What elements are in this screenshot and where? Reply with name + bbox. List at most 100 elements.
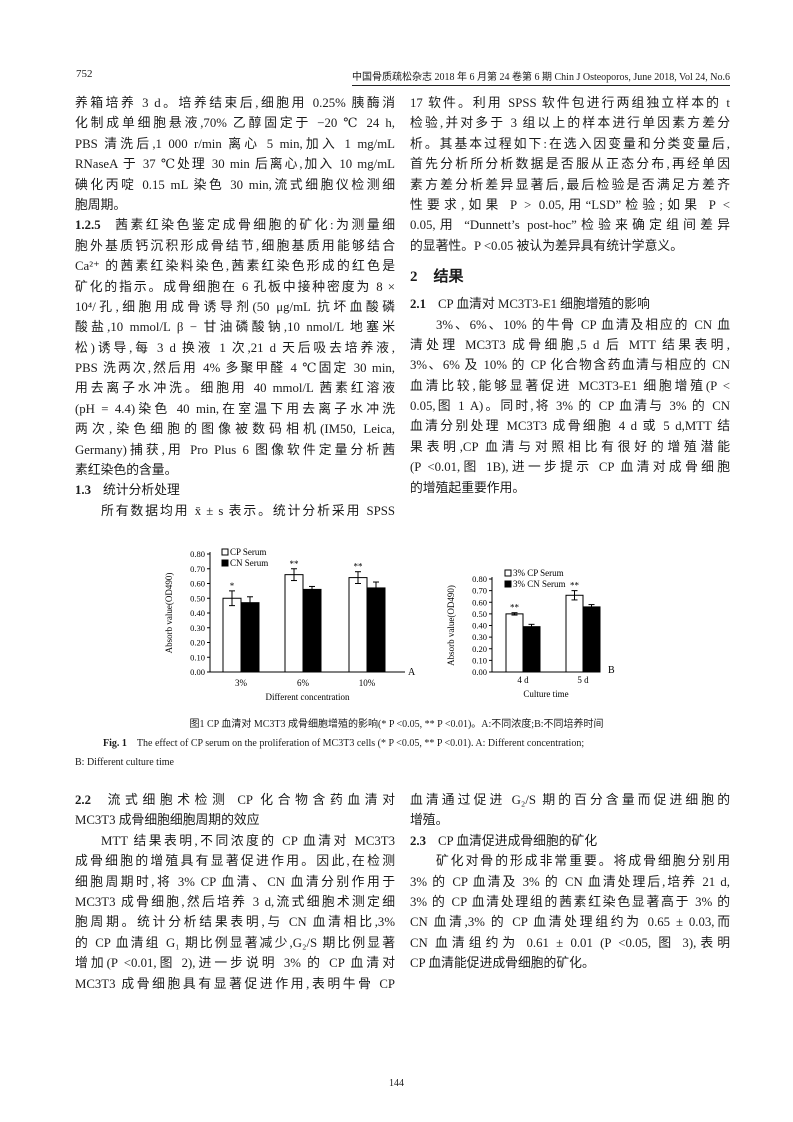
line-text: (pH = 4.4)染色 40 min,在室温下用去离子水冲洗 (75, 401, 395, 416)
x-tick-label: 5 d (577, 675, 589, 685)
line-text: 用去离子水冲洗。细胞用 40 mmol/L 茜素红溶液 (75, 381, 395, 396)
line-text: 检验,并对多于 3 组以上的样本进行单因素方差分 (410, 116, 730, 131)
x-tick-label: 10% (359, 678, 376, 688)
panel-label: A (408, 667, 416, 678)
text-line: 两次,染色细胞的图像被数码相机(IM50, Leica, (75, 419, 395, 439)
text-line: 的增殖起重要作用。 (410, 478, 730, 498)
line-text: MC3T3 成骨细胞具有显著促进作用,表明牛骨 CP (75, 976, 395, 991)
line-text: 血清比较,能够显著促进 MC3T3-E1 细胞增殖(P < (410, 378, 730, 393)
bar-cn (240, 602, 260, 673)
section-number: 1.3 (75, 483, 91, 498)
line-text: 素方差分析差异显著后,最后检验是否满足方差齐 (410, 177, 730, 192)
text-line: 用去离子水冲洗。细胞用 40 mmol/L 茜素红溶液 (75, 378, 395, 398)
y-axis-label: Absorb value(OD490) (446, 585, 456, 666)
text-line: CN 血清组约为 0.61 ± 0.01 (P <0.05, 图 3),表明 (410, 933, 730, 953)
text-line: 0.05,用 “Dunnett’s post-hoc”检验来确定组间差异 (410, 215, 730, 235)
line-text: CP 血清促进成骨细胞的矿化 (438, 833, 598, 848)
bar-cn (582, 606, 601, 673)
text-line: 增殖。 (410, 810, 730, 830)
figure-1a-bar-chart: 0.00 0.10 0.20 0.30 0.40 0.50 0.60 0.70 0.80 Abso… (164, 547, 416, 702)
text-line: 碘化丙啶 0.15 mL 染色 30 min,流式细胞仪检测细 (75, 175, 395, 195)
bar-cn (522, 626, 541, 673)
line-text: 0.05,图 1 A)。同时,将 3% 的 CP 血清与 3% 的 CN (410, 399, 730, 414)
legend-label: 3% CP Serum (513, 568, 564, 578)
x-axis-label: Culture time (523, 689, 568, 699)
section-number: 2.1 (410, 297, 426, 312)
figure-caption-cn: 图1 CP 血清对 MC3T3 成骨细胞增殖的影响(* P <0.05, ** … (189, 719, 604, 730)
text-line: 清处理 MC3T3 成骨细胞,5 d 后 MTT 结果表明, (410, 335, 730, 355)
text-line: 10⁴/孔,细胞用成骨诱导剂(50 μg/mL 抗坏血酸磷 (75, 297, 395, 317)
text-line: 的 CP 血清组 G₁ 期比例显著减少,G₂/S 期比例显著 (75, 933, 395, 953)
bar-cp (222, 597, 242, 673)
significance-mark: * (230, 581, 235, 591)
x-tick-label: 4 d (517, 675, 529, 685)
y-tick-label: 0.80 (190, 549, 205, 559)
significance-mark: ** (290, 559, 300, 569)
line-text: 首先分析所分析数据是否服从正态分布,再经单因 (410, 157, 730, 172)
significance-mark: ** (354, 562, 364, 572)
x-tick-label: 6% (297, 678, 310, 688)
line-text: 碘化丙啶 0.15 mL 染色 30 min,流式细胞仪检测细 (75, 177, 395, 192)
line-text: 统计分析处理 (103, 483, 180, 498)
line-text: MTT 结果表明,不同浓度的 CP 血清对 MC3T3 (101, 833, 395, 848)
panel-label: B (608, 665, 615, 676)
text-line: 果表明,CP 血清与对照相比有很好的增殖潜能 (410, 437, 730, 457)
y-tick-label: 0.80 (472, 574, 487, 584)
section-heading-line: 2.2 流式细胞术检测 CP 化合物含药血清对 (75, 790, 395, 810)
text-line: 析。其基本过程如下:在选入因变量和分类变量后, (410, 134, 730, 154)
text-line: MC3T3 成骨细胞细胞周期的效应 (75, 810, 395, 830)
text-line: CN 血清,3% 的 CP 血清处理组约为 0.65 ± 0.03,而 (410, 912, 730, 932)
line-text: 性要求,如果 P > 0.05,用“LSD”检验;如果 P < (410, 197, 730, 212)
column-bottom-right: 血清通过促进 G₂/S 期的百分含量而促进细胞的 增殖。 2.3 CP 血清促进成骨细… (410, 790, 730, 974)
line-text: MC3T3 成骨细胞,然后培养 3 d,流式细胞术测定细 (75, 894, 395, 909)
section-number: 2.2 (75, 793, 91, 807)
line-text: 化制成单细胞悬液,70% 乙醇固定于 −20 ℃ 24 h, (75, 116, 395, 131)
bar-cp (505, 613, 524, 673)
line-text: CN 血清,3% 的 CP 血清处理组约为 0.65 ± 0.03,而 (410, 915, 730, 930)
text-line: CP 血清能促进成骨细胞的矿化。 (410, 953, 730, 973)
y-tick-label: 0.40 (472, 621, 487, 631)
section-number: 1.2.5 (75, 218, 101, 233)
text-line: 血清通过促进 G₂/S 期的百分含量而促进细胞的 (410, 790, 730, 810)
page-number: 752 (76, 68, 93, 80)
y-tick-label: 0.10 (472, 655, 487, 665)
x-tick-label: 3% (235, 678, 248, 688)
text-line: MC3T3 成骨细胞,然后培养 3 d,流式细胞术测定细 (75, 892, 395, 912)
line-text: 析。其基本过程如下:在选入因变量和分类变量后, (410, 136, 730, 151)
figure-caption-en-cont: B: Different culture time (75, 757, 174, 768)
line-text: RNaseA 于 37 ℃处理 30 min 后离心,加入 10 mg/mL (75, 157, 395, 172)
legend-label: 3% CN Serum (513, 579, 566, 589)
legend-swatch (504, 580, 512, 588)
y-tick-label: 0.60 (472, 597, 487, 607)
line-text: 血清通过促进 G₂/S 期的百分含量而促进细胞的 (410, 793, 730, 807)
y-tick-label: 0.20 (472, 644, 487, 654)
line-text: 茜素红染色鉴定成骨细胞的矿化:为测量细 (112, 218, 395, 233)
line-text: 血清分别处理 MC3T3 成骨细胞 4 d 或 5 d,MTT 结 (410, 419, 730, 434)
caption-text: The effect of CP serum on the proliferat… (136, 738, 585, 749)
line-text: 增殖。 (410, 813, 449, 828)
text-line: 3%、6% 及 10% 的 CP 化合物含药血清与相应的 CN (410, 355, 730, 375)
text-line: 0.05,图 1 A)。同时,将 3% 的 CP 血清与 3% 的 CN (410, 396, 730, 416)
bar-cp (284, 574, 304, 673)
text-line: MTT 结果表明,不同浓度的 CP 血清对 MC3T3 (75, 831, 395, 851)
column-bottom-left: 2.2 流式细胞术检测 CP 化合物含药血清对 MC3T3 成骨细胞细胞周期的效应 M… (75, 790, 395, 994)
line-text: 胞周期。统计分析结果表明,与 CN 血清相比,3% (75, 915, 395, 930)
legend-label: CN Serum (230, 558, 268, 568)
y-tick-label: 0.00 (472, 667, 487, 677)
line-text: 3%、6% 及 10% 的 CP 化合物含药血清与相应的 CN (410, 358, 730, 373)
line-text: 增加(P <0.01,图 2),进一步说明 3% 的 CP 血清对 (75, 956, 395, 971)
text-line: 养箱培养 3 d。培养结束后,细胞用 0.25% 胰酶消 (75, 93, 395, 113)
line-text: 矿化对骨的形成非常重要。将成骨细胞分别用 (436, 854, 730, 869)
bar-cn (302, 588, 322, 673)
text-line: 成骨细胞的增殖具有显著促进作用。因此,在检测 (75, 851, 395, 871)
line-text: 养箱培养 3 d。培养结束后,细胞用 0.25% 胰酶消 (75, 96, 395, 110)
line-text: 3%、6%、10% 的牛骨 CP 血清及相应的 CN 血 (436, 317, 730, 332)
running-header: 中国骨质疏松杂志 2018 年 6 月第 24 卷第 6 期 Chin J Os… (352, 68, 730, 86)
line-text: CP 血清能促进成骨细胞的矿化。 (410, 956, 595, 971)
line-text: 酸盐,10 mmol/L β − 甘油磷酸钠,10 nmol/L 地塞米 (75, 320, 395, 335)
figure-caption-en: Fig. 1 The effect of CP serum on the prol… (103, 738, 584, 749)
line-text: 素红染色的含量。 (75, 463, 178, 478)
significance-mark: ** (570, 581, 580, 591)
line-text: 果表明,CP 血清与对照相比有很好的增殖潜能 (410, 439, 730, 454)
x-axis-label: Different concentration (265, 692, 350, 702)
